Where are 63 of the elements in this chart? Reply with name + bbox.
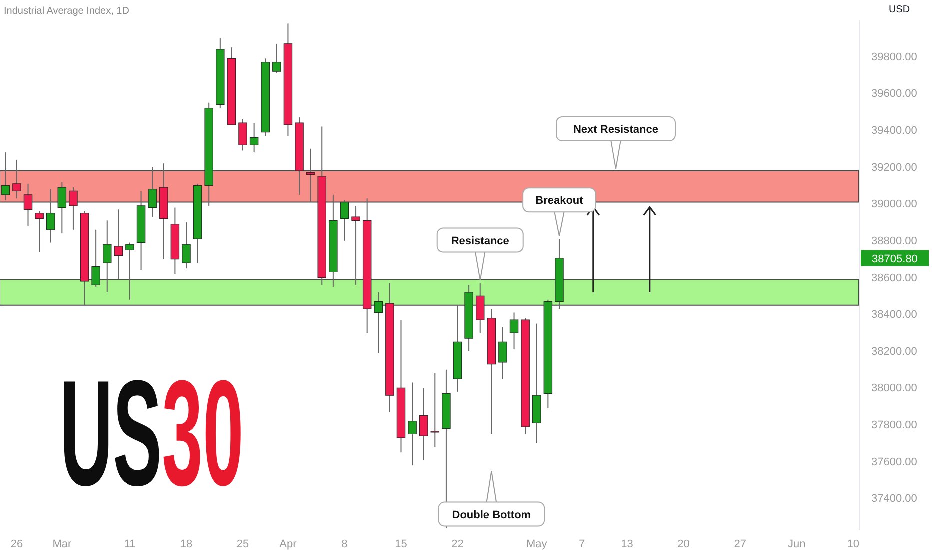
y-tick-label: 38400.00: [872, 309, 918, 322]
candlestick: [103, 220, 112, 293]
candlestick: [126, 242, 134, 300]
x-tick-label: May: [526, 538, 548, 550]
candlestick: [476, 282, 485, 334]
candlestick: [498, 326, 508, 380]
y-tick-label: 39000.00: [872, 198, 918, 211]
x-tick-label: 22: [452, 538, 464, 550]
x-tick-label: 27: [734, 538, 746, 550]
candlestick: [408, 382, 417, 466]
candlestick: [238, 118, 248, 152]
x-tick-label: 11: [124, 538, 136, 550]
candlestick: [46, 188, 56, 244]
x-tick-label: 15: [395, 538, 408, 550]
chart-title: Industrial Average Index, 1D: [4, 6, 130, 17]
candlestick: [306, 148, 316, 203]
candlestick: [12, 159, 22, 200]
y-tick-label: 38200.00: [872, 346, 918, 358]
x-tick-label: 20: [678, 538, 690, 550]
x-tick-label: 7: [579, 538, 586, 550]
annotation: Breakout: [536, 195, 584, 208]
y-tick-label: 39200.00: [872, 162, 918, 174]
y-tick-label: 38000.00: [872, 382, 918, 395]
x-tick-label: 26: [10, 538, 24, 550]
candlestick: [35, 210, 44, 252]
y-tick-label: 39400.00: [872, 124, 918, 137]
text: 38705.80: [872, 253, 918, 266]
annotation: US30: [60, 350, 244, 518]
y-tick-label: 39600.00: [872, 88, 918, 100]
y-tick-label: 38800.00: [872, 235, 918, 248]
candlestick: [58, 182, 67, 234]
candlestick: [419, 388, 428, 461]
y-tick-label: 39800.00: [872, 51, 918, 64]
x-tick-label: Jun: [788, 538, 806, 550]
annotation: Double Bottom: [452, 509, 532, 522]
x-tick-label: 25: [236, 538, 250, 550]
y-tick-label: 37400.00: [872, 493, 918, 506]
candlestick: [430, 373, 440, 448]
candlestick: [1, 152, 10, 201]
y-axis-title: USD: [888, 4, 910, 16]
y-tick-label: 38600.00: [872, 272, 918, 284]
candlestick: [114, 209, 124, 280]
x-tick-label: 8: [342, 538, 348, 550]
candlestick: [69, 187, 78, 230]
x-tick-label: Apr: [280, 538, 298, 550]
candlestick: [352, 205, 360, 286]
candlestick: [272, 43, 282, 74]
annotation: Next Resistance: [573, 124, 658, 136]
candlestick: [510, 312, 519, 350]
x-tick-label: 10: [847, 538, 860, 550]
candlestick: [250, 122, 259, 154]
candlestick: [182, 222, 191, 270]
x-tick-label: 13: [621, 538, 634, 550]
candlestick: [92, 229, 100, 288]
candlestick: [24, 183, 33, 227]
candlestick: [374, 292, 384, 354]
y-tick-label: 37600.00: [872, 456, 918, 468]
candlestick: [148, 166, 157, 218]
x-tick-label: Mar: [52, 538, 72, 550]
candlestick: [340, 200, 350, 242]
y-tick-label: 37800.00: [872, 420, 918, 432]
annotation: Resistance: [451, 235, 510, 248]
x-tick-label: 18: [180, 538, 193, 550]
